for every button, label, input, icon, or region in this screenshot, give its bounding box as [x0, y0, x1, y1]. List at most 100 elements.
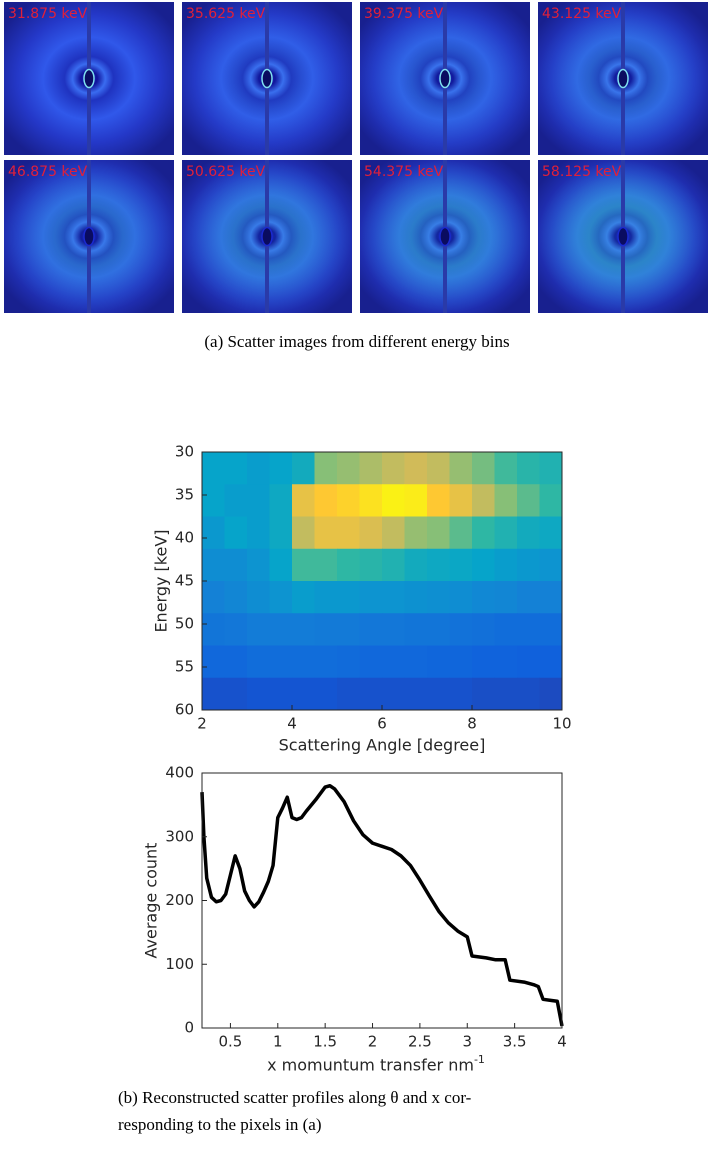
heat-cell [359, 452, 383, 485]
heat-cell [382, 613, 405, 646]
energy-label: 46.875 keV [8, 164, 88, 180]
heat-cell [337, 452, 360, 485]
heat-cell [472, 677, 495, 711]
heat-cell [404, 581, 428, 614]
y-axis-label: Energy [keV] [152, 529, 171, 632]
heat-cell [427, 677, 450, 711]
heat-cell [202, 484, 225, 517]
heat-cell [337, 516, 360, 550]
heat-cell [269, 516, 293, 550]
heat-cell [494, 516, 518, 550]
heat-cell [224, 645, 248, 679]
heat-cell [539, 645, 563, 679]
x-axis-label: Scattering Angle [degree] [279, 736, 486, 755]
x-tick-label: 1 [273, 1033, 283, 1051]
heat-cell [337, 484, 360, 517]
heat-cell [359, 548, 383, 582]
x-tick-label: 10 [552, 715, 571, 733]
heat-cell [427, 484, 450, 517]
heat-cell [292, 581, 315, 614]
x-tick-label: 0.5 [218, 1033, 242, 1051]
heat-cell [404, 645, 428, 679]
heat-cell [449, 548, 473, 582]
caption-a: (a) Scatter images from different energy… [204, 332, 509, 351]
beam-center [439, 226, 451, 247]
heat-cell [449, 613, 473, 646]
heat-cell [449, 484, 473, 517]
heat-cell [404, 516, 428, 550]
axes-box [201, 451, 563, 711]
x-tick-label: 3 [462, 1033, 472, 1051]
beam-center [83, 226, 95, 247]
heat-cell [404, 452, 428, 485]
heat-cell [404, 613, 428, 646]
heat-cell [539, 452, 563, 485]
data-line [200, 784, 564, 1027]
heat-cell [292, 613, 315, 646]
heat-cell [517, 484, 540, 517]
x-tick-label: 2 [368, 1033, 378, 1051]
heat-cell [472, 613, 495, 646]
heat-cell [292, 516, 315, 550]
scatter-image: 58.125 keV [538, 160, 708, 313]
heat-cell [247, 581, 270, 614]
heat-cell [494, 645, 518, 679]
heat-cell [292, 452, 315, 485]
y-tick-label: 0 [184, 1019, 194, 1037]
heat-cell [202, 516, 225, 550]
heat-cell [382, 484, 405, 517]
heat-cell [202, 613, 225, 646]
heat-cell [517, 645, 540, 679]
heat-cell [359, 613, 383, 646]
heat-cell [449, 677, 473, 711]
heat-cell [247, 516, 270, 550]
x-tick-label: 6 [377, 715, 387, 733]
heat-cell [539, 484, 563, 517]
heat-cell [382, 516, 405, 550]
y-tick-label: 45 [175, 572, 194, 590]
heat-cell [337, 581, 360, 614]
heat-cell [427, 645, 450, 679]
energy-label: 58.125 keV [542, 164, 622, 180]
heat-cell [517, 613, 540, 646]
scatter-image: 31.875 keV [4, 2, 174, 155]
energy-label: 31.875 keV [8, 6, 88, 22]
heat-cell [292, 484, 315, 517]
heat-cell [517, 516, 540, 550]
heat-cell [382, 581, 405, 614]
heat-cell [337, 677, 360, 711]
y-axis-label: Average count [142, 843, 161, 959]
heat-cell [314, 613, 338, 646]
heat-cell [314, 581, 338, 614]
heat-cell [224, 548, 248, 582]
heat-cell [539, 613, 563, 646]
x-axis-label: x momuntum transfer nm-1 [267, 1053, 485, 1075]
heat-cell [202, 548, 225, 582]
heat-cell [427, 516, 450, 550]
energy-label: 35.625 keV [186, 6, 266, 22]
heat-cell [202, 645, 225, 679]
y-tick-label: 400 [165, 764, 194, 782]
heat-cell [494, 452, 518, 485]
x-tick-label: 4 [557, 1033, 567, 1051]
heat-cell [517, 581, 540, 614]
heat-cell [472, 452, 495, 485]
heat-cell [247, 613, 270, 646]
y-tick-label: 300 [165, 827, 194, 845]
y-tick-label: 30 [175, 443, 194, 461]
heat-cell [382, 452, 405, 485]
heat-cell [359, 677, 383, 711]
heat-cell [269, 452, 293, 485]
heat-cell [539, 548, 563, 582]
heat-cell [269, 484, 293, 517]
beam-center [617, 226, 629, 247]
y-tick-label: 200 [165, 891, 194, 909]
heat-cell [427, 613, 450, 646]
heat-cell [449, 645, 473, 679]
heat-cell [337, 645, 360, 679]
y-tick-label: 40 [175, 529, 194, 547]
heat-cell [449, 516, 473, 550]
heat-cell [314, 677, 338, 711]
heat-cell [202, 581, 225, 614]
heat-cell [314, 452, 338, 485]
